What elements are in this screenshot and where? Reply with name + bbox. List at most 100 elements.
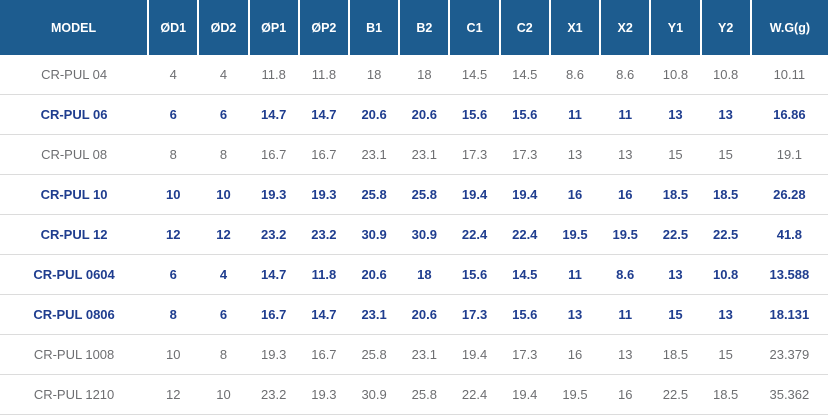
value-cell: 23.2	[248, 214, 299, 255]
model-cell: CR-PUL 08	[0, 134, 149, 175]
value-cell: 16.7	[298, 334, 349, 375]
value-cell: 11	[549, 94, 601, 135]
header-cell-b2: B2	[398, 0, 450, 55]
value-cell: 13	[600, 334, 651, 375]
value-cell: 20.6	[349, 94, 400, 135]
value-cell: 6	[198, 94, 249, 135]
value-cell: 16.7	[298, 134, 349, 175]
value-cell: 17.3	[449, 134, 500, 175]
model-cell: CR-PUL 12	[0, 214, 149, 255]
header-cell-x1: X1	[548, 0, 601, 55]
value-cell: 8.6	[600, 55, 651, 95]
value-cell: 19.1	[750, 134, 828, 175]
value-cell: 12	[148, 374, 199, 415]
table-row: CR-PUL 04 4 4 11.8 11.8 18 18 14.5 14.5 8.6 8.6 10.…	[0, 55, 828, 95]
value-cell: 14.7	[298, 294, 349, 335]
value-cell: 19.3	[248, 174, 299, 215]
model-cell: CR-PUL 06	[0, 94, 149, 135]
header-cell-op1: ØP1	[247, 0, 299, 55]
value-cell: 41.8	[750, 214, 828, 255]
value-cell: 11	[600, 94, 651, 135]
value-cell: 23.379	[750, 334, 828, 375]
value-cell: 10	[198, 374, 249, 415]
value-cell: 10.11	[750, 55, 828, 95]
table-row: CR-PUL 0604 6 4 14.7 11.8 20.6 18 15.6 14.5 11 8.6…	[0, 254, 828, 295]
value-cell: 13	[650, 94, 701, 135]
value-cell: 22.5	[650, 374, 701, 415]
header-cell-od1: ØD1	[147, 0, 199, 55]
header-cell-y1: Y1	[649, 0, 701, 55]
value-cell: 19.5	[549, 374, 601, 415]
value-cell: 10	[148, 174, 199, 215]
value-cell: 20.6	[349, 254, 400, 295]
value-cell: 11.8	[298, 254, 349, 295]
value-cell: 35.362	[750, 374, 828, 415]
header-cell-model: MODEL	[0, 0, 149, 55]
model-cell: CR-PUL 10	[0, 174, 149, 215]
value-cell: 26.28	[750, 174, 828, 215]
value-cell: 18.5	[650, 174, 701, 215]
value-cell: 23.1	[349, 294, 400, 335]
value-cell: 8.6	[600, 254, 651, 295]
header-cell-x2: X2	[599, 0, 651, 55]
value-cell: 25.8	[399, 174, 450, 215]
value-cell: 13	[549, 134, 601, 175]
value-cell: 13	[700, 94, 751, 135]
header-cell-c1: C1	[448, 0, 500, 55]
value-cell: 18	[349, 55, 400, 95]
value-cell: 6	[148, 254, 199, 295]
value-cell: 13	[600, 134, 651, 175]
value-cell: 20.6	[399, 294, 450, 335]
value-cell: 15.6	[499, 94, 550, 135]
model-cell: CR-PUL 1210	[0, 374, 149, 415]
value-cell: 8	[148, 294, 199, 335]
model-cell: CR-PUL 1008	[0, 334, 149, 375]
header-cell-c2: C2	[498, 0, 550, 55]
value-cell: 15.6	[499, 294, 550, 335]
table-row: CR-PUL 08 8 8 16.7 16.7 23.1 23.1 17.3 17.3 13 13 1…	[0, 134, 828, 175]
table-row: CR-PUL 0806 8 6 16.7 14.7 23.1 20.6 17.3 15.6 13 1…	[0, 294, 828, 335]
value-cell: 12	[148, 214, 199, 255]
value-cell: 23.2	[248, 374, 299, 415]
value-cell: 19.3	[298, 174, 349, 215]
value-cell: 11.8	[248, 55, 299, 95]
value-cell: 15.6	[449, 254, 500, 295]
value-cell: 16.7	[248, 134, 299, 175]
value-cell: 19.3	[248, 334, 299, 375]
table-row: CR-PUL 1008 10 8 19.3 16.7 25.8 23.1 19.4 17.3 16…	[0, 334, 828, 375]
value-cell: 18.5	[700, 174, 751, 215]
value-cell: 19.5	[600, 214, 651, 255]
table-row: CR-PUL 12 12 12 23.2 23.2 30.9 30.9 22.4 22.4 19.…	[0, 214, 828, 255]
header-cell-y2: Y2	[699, 0, 751, 55]
value-cell: 25.8	[349, 334, 400, 375]
value-cell: 30.9	[349, 214, 400, 255]
value-cell: 11.8	[298, 55, 349, 95]
value-cell: 19.4	[449, 334, 500, 375]
model-cell: CR-PUL 0806	[0, 294, 149, 335]
value-cell: 14.5	[449, 55, 500, 95]
value-cell: 30.9	[349, 374, 400, 415]
value-cell: 12	[198, 214, 249, 255]
header-cell-op2: ØP2	[297, 0, 349, 55]
value-cell: 18	[399, 254, 450, 295]
value-cell: 11	[549, 254, 601, 295]
value-cell: 16	[600, 374, 651, 415]
header-cell-b1: B1	[347, 0, 400, 55]
value-cell: 19.4	[499, 174, 550, 215]
table-row: CR-PUL 1210 12 10 23.2 19.3 30.9 25.8 22.4 19.4 1…	[0, 374, 828, 415]
value-cell: 22.5	[650, 214, 701, 255]
value-cell: 18	[399, 55, 450, 95]
table-row: CR-PUL 06 6 6 14.7 14.7 20.6 20.6 15.6 15.6 11 11 1…	[0, 94, 828, 135]
value-cell: 6	[198, 294, 249, 335]
table-row: CR-PUL 10 10 10 19.3 19.3 25.8 25.8 19.4 19.4 16 1…	[0, 174, 828, 215]
value-cell: 16	[600, 174, 651, 215]
value-cell: 8	[148, 134, 199, 175]
model-cell: CR-PUL 04	[0, 55, 149, 95]
value-cell: 15	[650, 294, 701, 335]
value-cell: 19.3	[298, 374, 349, 415]
value-cell: 4	[198, 55, 249, 95]
value-cell: 19.4	[449, 174, 500, 215]
value-cell: 25.8	[399, 374, 450, 415]
